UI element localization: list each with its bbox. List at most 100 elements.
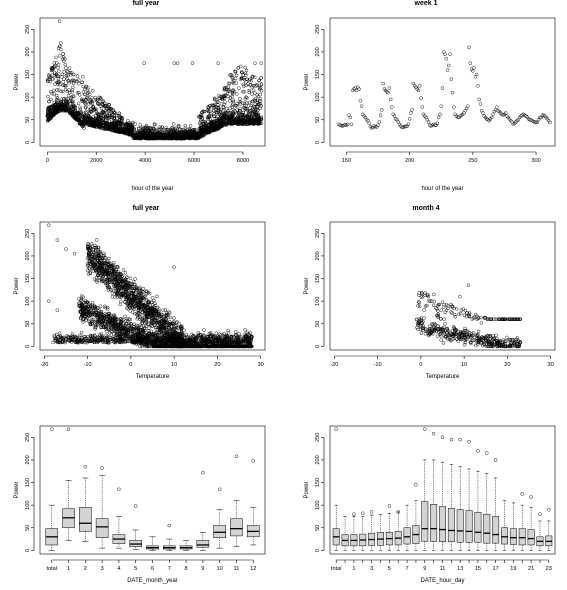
data-point <box>73 78 77 83</box>
data-point <box>234 81 239 85</box>
data-point <box>201 120 206 124</box>
data-point <box>64 66 68 70</box>
data-point <box>95 97 100 102</box>
data-point <box>63 87 68 92</box>
data-point <box>479 108 484 113</box>
data-point <box>187 127 192 131</box>
data-point <box>255 98 260 103</box>
y-tick-label: 150 <box>25 70 31 79</box>
data-point <box>143 128 148 133</box>
data-point <box>466 104 470 108</box>
y-tick-label: 150 <box>25 274 31 283</box>
y-tick-label: 250 <box>25 229 31 238</box>
data-point <box>56 74 61 79</box>
y-tick-label: 50 <box>25 321 31 327</box>
data-point <box>478 102 483 106</box>
x-tick-label: 300 <box>531 158 540 164</box>
data-point <box>419 96 423 100</box>
data-point <box>188 124 193 128</box>
data-point <box>77 81 81 86</box>
data-point <box>67 66 72 70</box>
data-point <box>439 104 443 108</box>
x-tick-label: 4000 <box>139 158 151 164</box>
data-point <box>230 73 234 78</box>
data-point <box>183 123 188 128</box>
data-point <box>251 88 256 93</box>
data-point <box>243 65 247 70</box>
data-point <box>227 82 232 86</box>
data-point <box>536 118 541 122</box>
y-tick-label: 50 <box>315 117 321 123</box>
y-tick-label: 100 <box>315 92 321 101</box>
data-point <box>52 92 56 96</box>
data-point <box>55 98 59 102</box>
data-point <box>228 99 232 103</box>
data-point <box>425 118 430 122</box>
data-point <box>214 100 219 104</box>
data-point <box>233 76 238 81</box>
data-point <box>477 97 481 102</box>
x-tick-label: 8000 <box>237 158 249 164</box>
data-point <box>57 69 61 74</box>
x-tick-label: 2000 <box>90 158 102 164</box>
data-point <box>442 50 446 54</box>
data-point <box>78 109 82 113</box>
data-point <box>216 61 221 65</box>
data-point <box>66 93 71 98</box>
data-point <box>99 106 104 111</box>
x-tick-label: 20 <box>214 362 220 368</box>
data-point <box>443 52 447 56</box>
data-point <box>396 120 401 124</box>
x-tick-label: 10 <box>171 362 177 368</box>
data-point <box>123 314 127 319</box>
y-axis-label: Power <box>14 73 20 90</box>
data-point <box>138 123 143 127</box>
x-axis-label: hour of the year <box>131 186 173 192</box>
data-point <box>114 113 119 118</box>
data-point <box>378 113 383 117</box>
data-point <box>380 108 384 112</box>
data-point <box>143 126 148 130</box>
data-point <box>235 92 239 96</box>
data-point <box>68 96 73 100</box>
data-point <box>245 101 249 105</box>
data-point <box>71 78 75 82</box>
y-axis-label: Power <box>14 277 20 294</box>
y-tick-label: 200 <box>25 251 31 260</box>
data-point <box>223 100 227 104</box>
data-point <box>253 96 257 101</box>
y-tick-label: 100 <box>25 296 31 305</box>
y-tick-label: 200 <box>25 47 31 56</box>
data-point <box>133 122 138 126</box>
x-tick-label: 150 <box>342 158 351 164</box>
data-point <box>445 68 450 72</box>
data-point <box>234 73 239 78</box>
data-point <box>172 61 177 65</box>
chart-title: full year <box>133 205 160 212</box>
data-point <box>438 112 442 117</box>
data-point <box>250 75 255 79</box>
data-point <box>67 90 72 95</box>
data-point <box>235 103 239 108</box>
y-tick-label: 200 <box>315 47 321 56</box>
data-point <box>80 80 84 85</box>
x-tick-label: 30 <box>258 362 264 368</box>
data-point <box>388 97 393 102</box>
data-point <box>411 81 416 86</box>
x-axis-label: Temperature <box>136 374 170 380</box>
data-point <box>56 65 60 70</box>
data-point <box>390 105 394 109</box>
data-point <box>75 74 80 78</box>
y-tick-label: 150 <box>315 70 321 79</box>
data-point <box>54 55 58 60</box>
data-point <box>56 76 61 81</box>
data-point <box>247 78 251 83</box>
data-point <box>436 115 441 120</box>
data-point <box>476 84 480 88</box>
data-point <box>241 82 245 87</box>
data-point <box>219 102 224 106</box>
x-tick-label: -20 <box>40 362 48 368</box>
data-point <box>50 73 55 77</box>
data-point <box>212 108 216 113</box>
